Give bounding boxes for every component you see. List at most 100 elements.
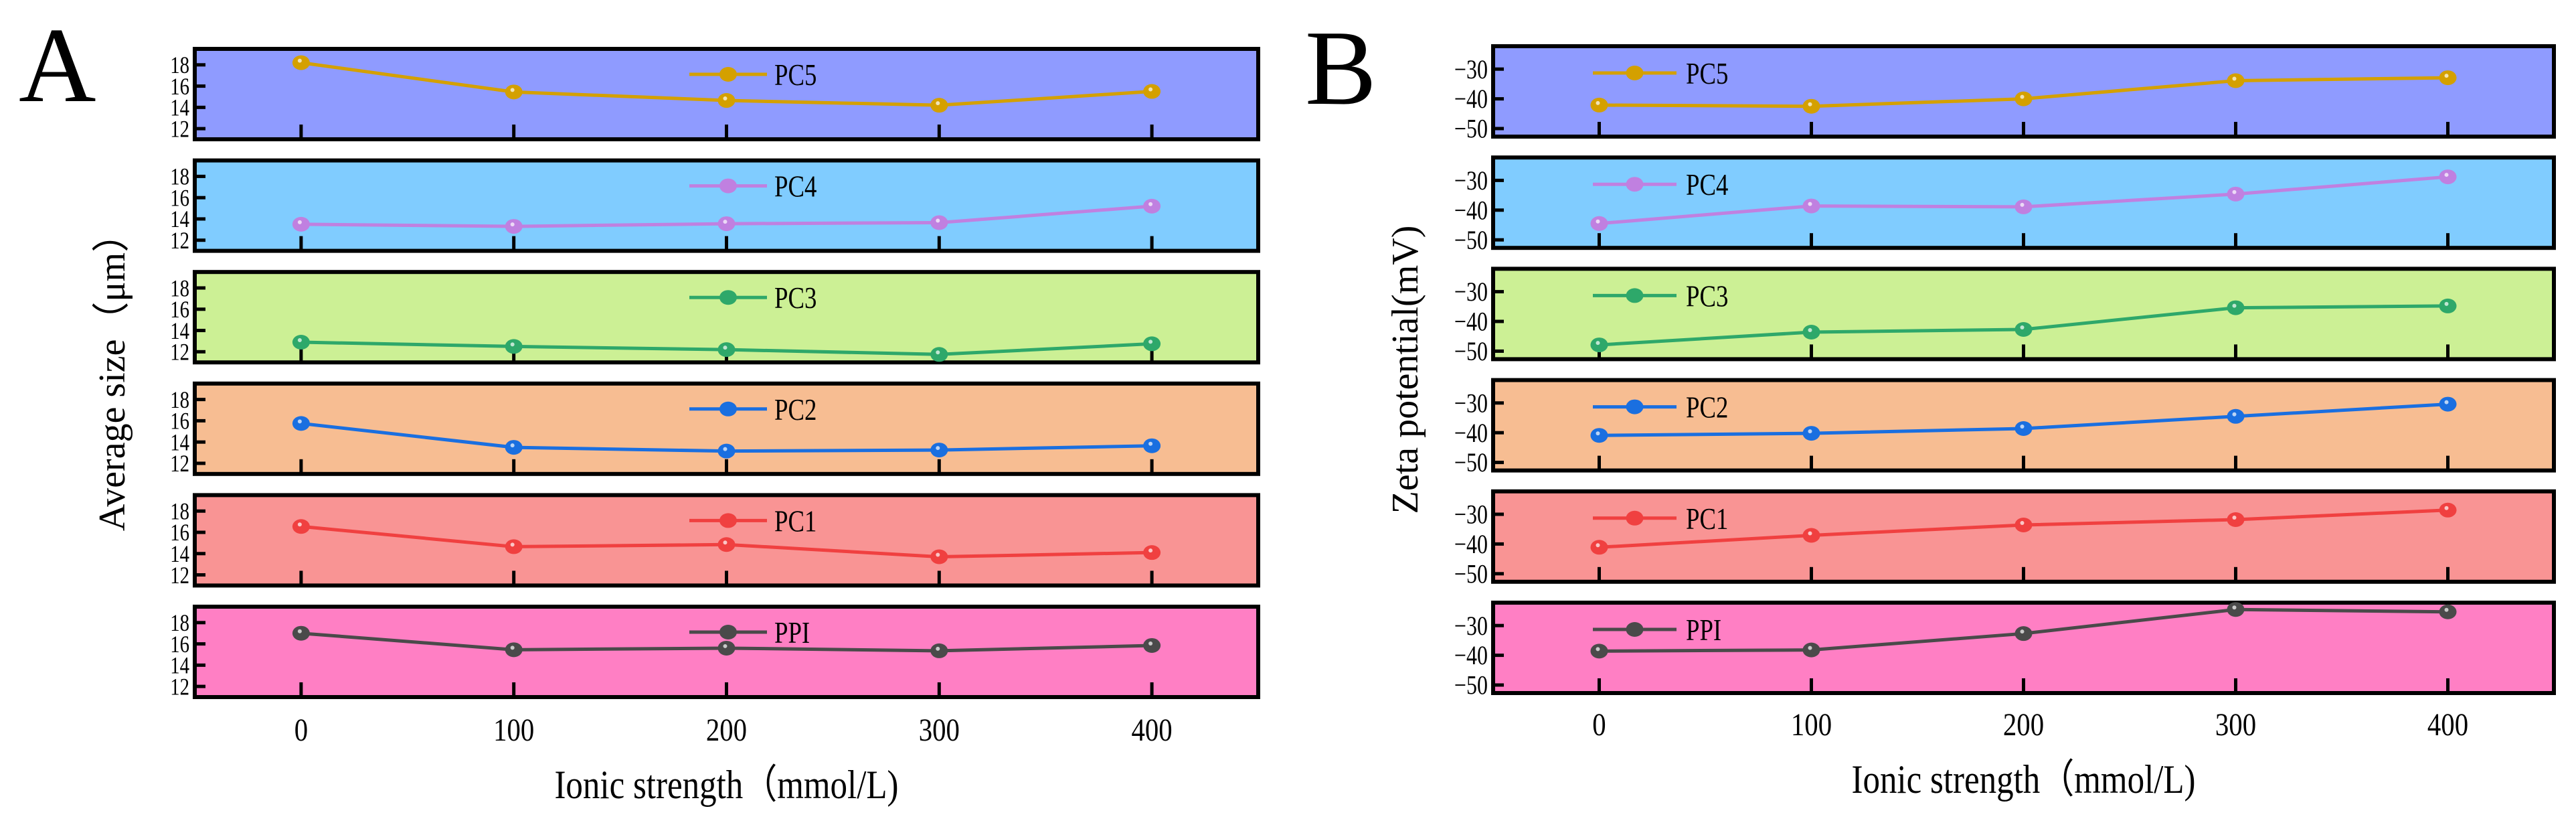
data-point: [292, 416, 310, 431]
legend-label: PC3: [1686, 280, 1728, 314]
x-axis-title: Ionic strength（mmol/L): [1851, 757, 2195, 802]
subplot-pc2: −30−40−50 PC2: [1454, 378, 2556, 477]
data-point: [1802, 198, 1820, 214]
data-point-highlight: [1148, 441, 1153, 446]
data-point: [717, 93, 736, 108]
y-tick-label: 12: [170, 562, 189, 589]
subplot-pc5: −30−40−50 PC5: [1454, 44, 2556, 143]
data-point-highlight: [1808, 429, 1812, 434]
x-tick-label: 400: [1132, 712, 1173, 748]
data-point: [2439, 298, 2457, 313]
data-point: [717, 216, 736, 232]
data-point: [1143, 545, 1161, 560]
data-point: [717, 640, 736, 656]
legend-marker: [1626, 288, 1644, 303]
data-point-highlight: [2444, 173, 2449, 177]
data-point-highlight: [1148, 202, 1153, 206]
y-tick-label: 16: [170, 631, 189, 658]
data-point-highlight: [936, 218, 940, 223]
y-tick-label: 12: [170, 451, 189, 477]
data-point: [1590, 337, 1608, 353]
data-point: [2014, 421, 2033, 436]
data-point-highlight: [2444, 506, 2449, 510]
data-point: [2014, 91, 2033, 106]
data-point: [1590, 428, 1608, 443]
y-tick-label: 18: [170, 275, 189, 302]
data-point: [1590, 97, 1608, 112]
y-tick-label: −30: [1454, 166, 1488, 196]
data-point: [505, 440, 523, 455]
data-point: [1590, 540, 1608, 555]
data-point-highlight: [510, 88, 515, 92]
y-tick-label: −40: [1454, 530, 1488, 559]
subplot-pc4: −30−40−50 PC4: [1454, 155, 2556, 255]
plot-area: [193, 381, 1260, 476]
data-point: [505, 642, 523, 658]
data-point-highlight: [2020, 520, 2025, 525]
data-point-highlight: [723, 346, 727, 350]
subplot-pc1: −30−40−50 PC1: [1454, 489, 2556, 589]
data-point: [505, 539, 523, 554]
y-tick-label: 12: [170, 228, 189, 254]
data-point-highlight: [2020, 202, 2025, 207]
data-point: [1802, 642, 1820, 658]
data-point: [2439, 169, 2457, 185]
y-tick-label: −40: [1454, 307, 1488, 336]
data-point-highlight: [936, 101, 940, 106]
legend-marker: [719, 401, 737, 416]
x-tick-label: 100: [493, 712, 534, 748]
data-point-highlight: [1808, 102, 1812, 106]
subplot-pc3: −30−40−50 PC3: [1454, 267, 2556, 366]
legend-label: PC4: [1686, 168, 1729, 202]
legend-label: PC3: [774, 281, 817, 315]
data-point-highlight: [1596, 100, 1600, 105]
data-point-highlight: [2020, 94, 2025, 99]
legend-label: PC1: [1686, 502, 1728, 536]
y-tick-label: 18: [170, 164, 189, 191]
y-tick-label: 12: [170, 116, 189, 143]
y-tick-label: 16: [170, 520, 189, 546]
y-tick-label: 16: [170, 297, 189, 323]
data-point: [292, 625, 310, 641]
data-point-highlight: [297, 522, 302, 527]
y-tick-label: −50: [1454, 559, 1488, 589]
data-point: [2014, 199, 2033, 214]
data-point: [2014, 626, 2033, 641]
legend-marker: [719, 290, 737, 305]
data-point: [1802, 98, 1820, 114]
y-tick-label: 12: [170, 339, 189, 366]
data-point-highlight: [1596, 219, 1600, 224]
data-point-highlight: [1148, 641, 1153, 646]
data-point-highlight: [936, 646, 940, 651]
x-axis-title: Ionic strength（mmol/L): [554, 763, 898, 808]
legend-label: PPI: [774, 616, 810, 650]
legend-label: PC4: [774, 170, 817, 204]
data-point: [292, 335, 310, 350]
y-axis-title: Average size（μm）: [92, 215, 133, 531]
y-tick-label: 14: [170, 541, 189, 568]
data-point: [930, 643, 948, 658]
data-point-highlight: [2232, 303, 2237, 308]
y-tick-label: 14: [170, 429, 189, 456]
data-point: [930, 215, 948, 230]
x-tick-label: 0: [294, 712, 308, 748]
data-point: [505, 84, 523, 100]
y-tick-label: −30: [1454, 277, 1488, 307]
y-tick-label: −30: [1454, 500, 1488, 529]
data-point: [505, 219, 523, 234]
data-point-highlight: [2444, 74, 2449, 78]
plot-area: [1491, 44, 2556, 139]
data-point-highlight: [2020, 325, 2025, 329]
data-point-highlight: [1148, 339, 1153, 344]
data-point: [1590, 216, 1608, 231]
plot-area: [1491, 601, 2556, 695]
data-point-highlight: [1596, 341, 1600, 346]
data-point: [2227, 408, 2245, 424]
y-tick-label: −50: [1454, 114, 1488, 143]
y-tick-label: 14: [170, 318, 189, 345]
data-point-highlight: [297, 338, 302, 343]
